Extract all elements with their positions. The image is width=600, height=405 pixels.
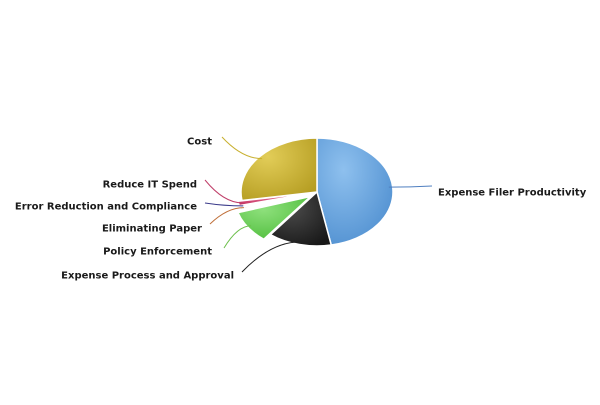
slice-label-cost: Cost xyxy=(187,137,212,148)
pie-slice-cost xyxy=(241,138,317,200)
leader-line-reduce-it-spend xyxy=(205,180,242,203)
leader-line-expense-process-and-approval xyxy=(242,242,300,272)
leader-line-expense-filer-productivity xyxy=(389,186,432,187)
slice-label-reduce-it-spend: Reduce IT Spend xyxy=(103,180,197,191)
slice-label-policy-enforcement: Policy Enforcement xyxy=(103,247,212,258)
leader-line-error-reduction-and-compliance xyxy=(205,203,243,206)
slice-label-eliminating-paper: Eliminating Paper xyxy=(102,224,202,235)
slices-layer xyxy=(238,138,393,246)
leader-line-policy-enforcement xyxy=(224,226,251,248)
slice-label-expense-filer-productivity: Expense Filer Productivity xyxy=(438,188,587,199)
pie-slice-expense-filer-productivity xyxy=(317,138,393,245)
slice-label-expense-process-and-approval: Expense Process and Approval xyxy=(61,271,234,282)
slice-label-error-reduction-and-compliance: Error Reduction and Compliance xyxy=(15,202,197,213)
leader-line-cost xyxy=(222,137,262,159)
